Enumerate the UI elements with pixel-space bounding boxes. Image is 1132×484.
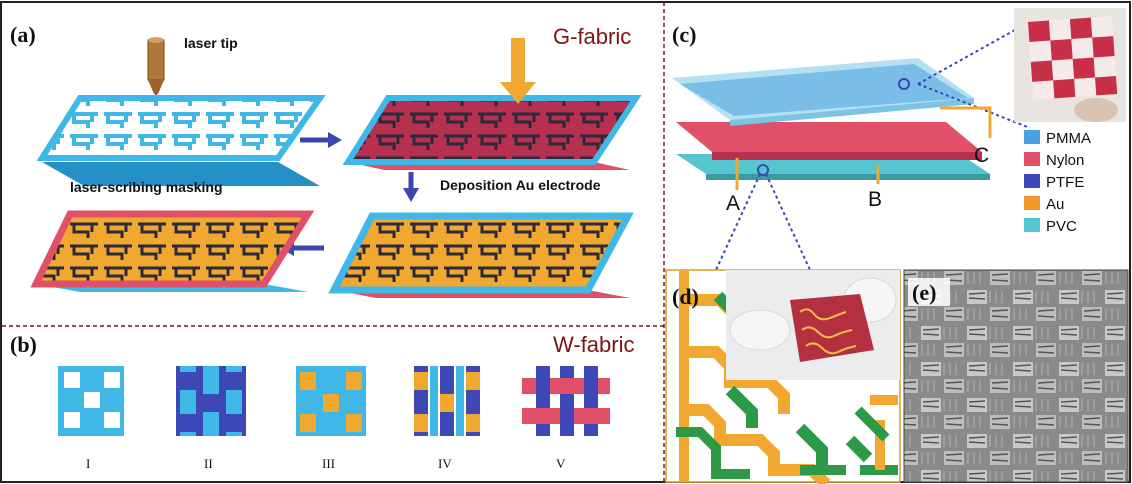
- arrow-down-icon: [403, 172, 419, 202]
- mask-fabric: [36, 95, 326, 186]
- panel-a: (a) G-fabric laser tip laser-scribing ma…: [10, 22, 642, 298]
- legend-label-pmma: PMMA: [1046, 130, 1091, 147]
- legend-swatch-pvc: [1024, 218, 1040, 232]
- checkerboard-photo: [1014, 8, 1126, 122]
- weave-structure-v: [522, 366, 610, 436]
- zoom-marker: [898, 78, 910, 90]
- panel-c: (c) A B C: [672, 8, 1126, 271]
- weave-structure-i: [58, 366, 124, 436]
- legend-swatch-ptfe: [1024, 174, 1040, 188]
- weave-structure-iii: [296, 366, 366, 436]
- panel-a-tag: (a): [10, 22, 36, 47]
- coated-fabric: [342, 95, 642, 170]
- legend-label-au: Au: [1046, 196, 1064, 213]
- arrow-right-icon: [300, 132, 342, 148]
- panel-b-title: W-fabric: [553, 332, 635, 357]
- panel-d-tag: (d): [672, 284, 699, 309]
- legend-swatch-nylon: [1024, 152, 1040, 166]
- structure-label-iv: IV: [438, 456, 452, 471]
- panel-a-title: G-fabric: [553, 24, 631, 49]
- electrode-a-label: A: [726, 192, 740, 215]
- structure-label-v: V: [556, 456, 566, 471]
- legend-swatch-pmma: [1024, 130, 1040, 144]
- weave-structure-ii: [176, 366, 246, 436]
- weave-structure-iv: [414, 366, 480, 436]
- layer-stack: [672, 58, 990, 180]
- panel-c-tag: (c): [672, 22, 696, 47]
- panel-d: (d): [665, 269, 901, 484]
- legend-label-ptfe: PTFE: [1046, 174, 1084, 191]
- structure-label-iii: III: [322, 456, 335, 471]
- masking-label: laser-scribing masking: [70, 179, 223, 195]
- panel-e: (e): [903, 269, 1129, 483]
- electrode-fabric: [328, 212, 634, 298]
- deposition-label: Deposition Au electrode: [440, 177, 601, 193]
- panel-e-tag: (e): [912, 280, 936, 305]
- structure-label-ii: II: [204, 456, 213, 471]
- panel-b: (b) W-fabric: [10, 332, 635, 471]
- legend-swatch-au: [1024, 196, 1040, 210]
- materials-legend: PMMA Nylon PTFE Au PVC: [1024, 130, 1091, 235]
- panel-b-tag: (b): [10, 332, 37, 357]
- g-fabric: [30, 210, 315, 292]
- arrow-down-orange-icon: [500, 38, 536, 104]
- structure-label-i: I: [86, 456, 90, 471]
- laser-tip-label: laser tip: [184, 35, 238, 51]
- zoom-marker-lower: [757, 164, 769, 176]
- legend-label-nylon: Nylon: [1046, 152, 1084, 169]
- flexible-fabric-photo: [726, 270, 900, 380]
- legend-label-pvc: PVC: [1046, 218, 1077, 235]
- electrode-b-label: B: [868, 188, 882, 211]
- electrode-c-label: C: [974, 144, 989, 167]
